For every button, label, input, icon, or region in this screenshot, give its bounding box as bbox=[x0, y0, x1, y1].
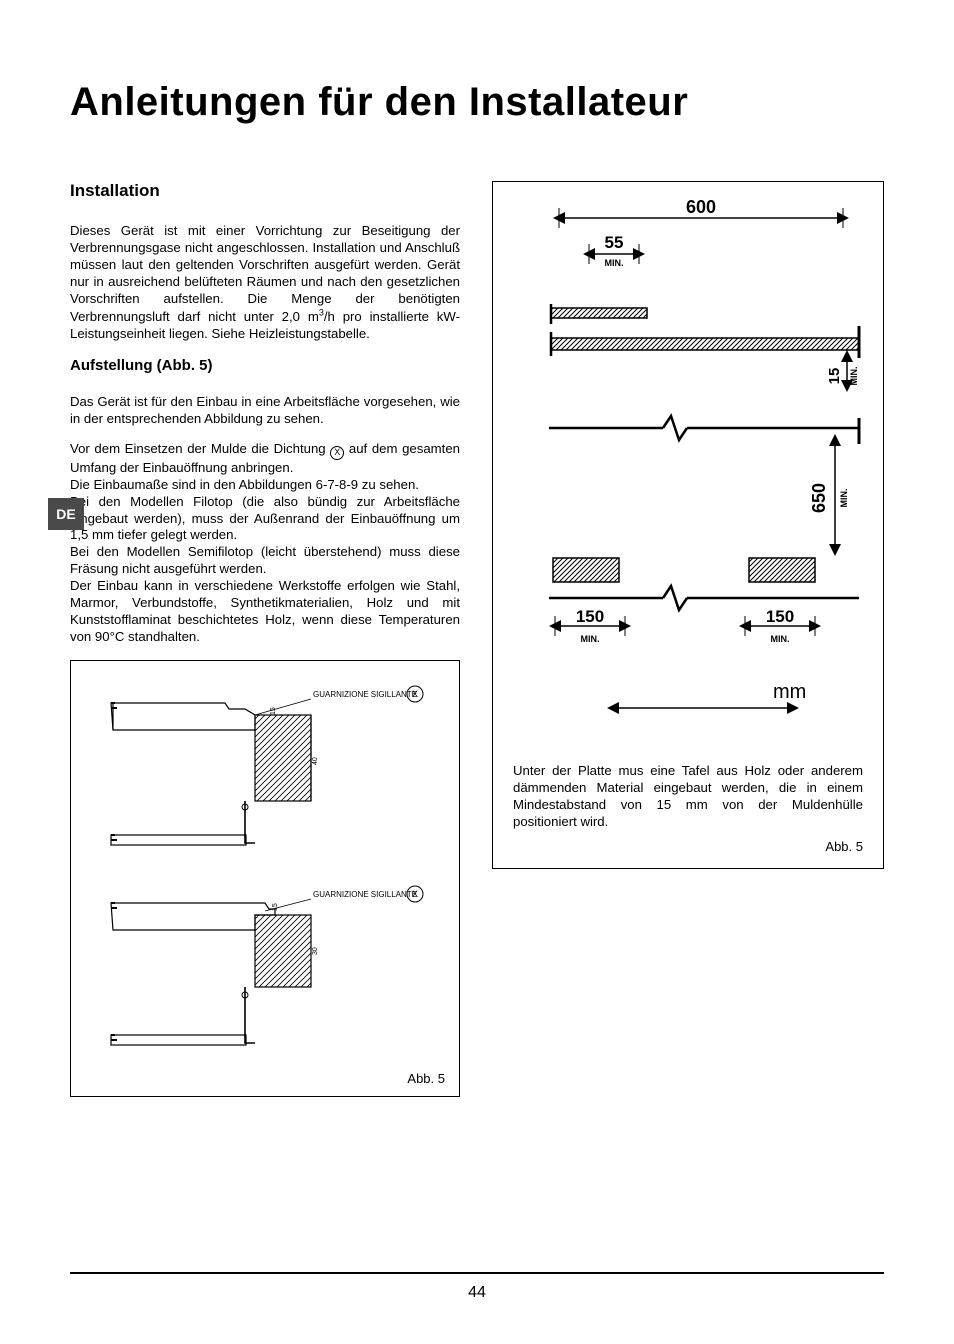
figure-box-left: GUARNIZIONE SIGILLANTE X 15 bbox=[70, 660, 460, 1097]
content-columns: Installation Dieses Gerät ist mit einer … bbox=[70, 181, 884, 1097]
figure-caption-left: Abb. 5 bbox=[85, 1071, 445, 1086]
svg-text:15: 15 bbox=[270, 707, 277, 715]
x-label-1: X bbox=[412, 689, 418, 699]
svg-text:30: 30 bbox=[312, 947, 319, 955]
paragraph-auf-2: Vor dem Einsetzen der Mulde die Dichtung… bbox=[70, 441, 460, 476]
dim-150-right-min: MIN. bbox=[771, 634, 790, 644]
paragraph-auf-3: Die Einbaumaße sind in den Abbildungen 6… bbox=[70, 477, 460, 494]
right-column: 600 55 MIN. 15 bbox=[492, 181, 884, 1097]
page-number: 44 bbox=[0, 1284, 954, 1302]
dim-unit: mm bbox=[773, 681, 806, 703]
dim-600: 600 bbox=[686, 198, 716, 217]
page: DE Anleitungen für den Installateur Inst… bbox=[0, 0, 954, 1344]
dim-55: 55 bbox=[605, 233, 624, 252]
seal-label-2: GUARNIZIONE SIGILLANTE bbox=[313, 890, 417, 899]
text: Vor dem Einsetzen der Mulde die Dichtung bbox=[70, 441, 330, 456]
text: Dieses Gerät ist mit einer Vorrichtung z… bbox=[70, 223, 460, 341]
paragraph-auf-6: Der Einbau kann in verschiedene Werkstof… bbox=[70, 578, 460, 646]
page-title: Anleitungen für den Installateur bbox=[70, 80, 884, 125]
svg-text:40: 40 bbox=[312, 757, 319, 765]
dim-150-right: 150 bbox=[766, 607, 794, 626]
dim-650: 650 bbox=[809, 483, 829, 513]
heading-aufstellung: Aufstellung (Abb. 5) bbox=[70, 357, 460, 374]
x-symbol-icon: X bbox=[330, 446, 344, 460]
cross-section-diagram: GUARNIZIONE SIGILLANTE X 15 bbox=[95, 675, 435, 1065]
figure-description: Unter der Platte mus eine Tafel aus Holz… bbox=[513, 762, 863, 831]
dim-55-min: MIN. bbox=[605, 258, 624, 268]
seal-label-1: GUARNIZIONE SIGILLANTE bbox=[313, 690, 417, 699]
paragraph-auf-4: Bei den Modellen Filotop (die also bündi… bbox=[70, 494, 460, 545]
dim-150-left-min: MIN. bbox=[581, 634, 600, 644]
x-label-2: X bbox=[412, 889, 418, 899]
language-tab: DE bbox=[48, 498, 84, 530]
paragraph-installation: Dieses Gerät ist mit einer Vorrichtung z… bbox=[70, 223, 460, 343]
figure-caption-right: Abb. 5 bbox=[513, 839, 863, 854]
footer-rule bbox=[70, 1272, 884, 1274]
dim-15: 15 bbox=[826, 368, 843, 385]
installation-dimensions-diagram: 600 55 MIN. 15 bbox=[513, 198, 863, 748]
dim-15-min: MIN. bbox=[849, 367, 859, 386]
dim-650-min: MIN. bbox=[839, 489, 849, 508]
heading-installation: Installation bbox=[70, 181, 460, 201]
figure-box-right: 600 55 MIN. 15 bbox=[492, 181, 884, 869]
paragraph-auf-1: Das Gerät ist für den Einbau in eine Arb… bbox=[70, 394, 460, 428]
paragraph-auf-5: Bei den Modellen Semifilotop (leicht übe… bbox=[70, 544, 460, 578]
left-column: Installation Dieses Gerät ist mit einer … bbox=[70, 181, 460, 1097]
dim-150-left: 150 bbox=[576, 607, 604, 626]
